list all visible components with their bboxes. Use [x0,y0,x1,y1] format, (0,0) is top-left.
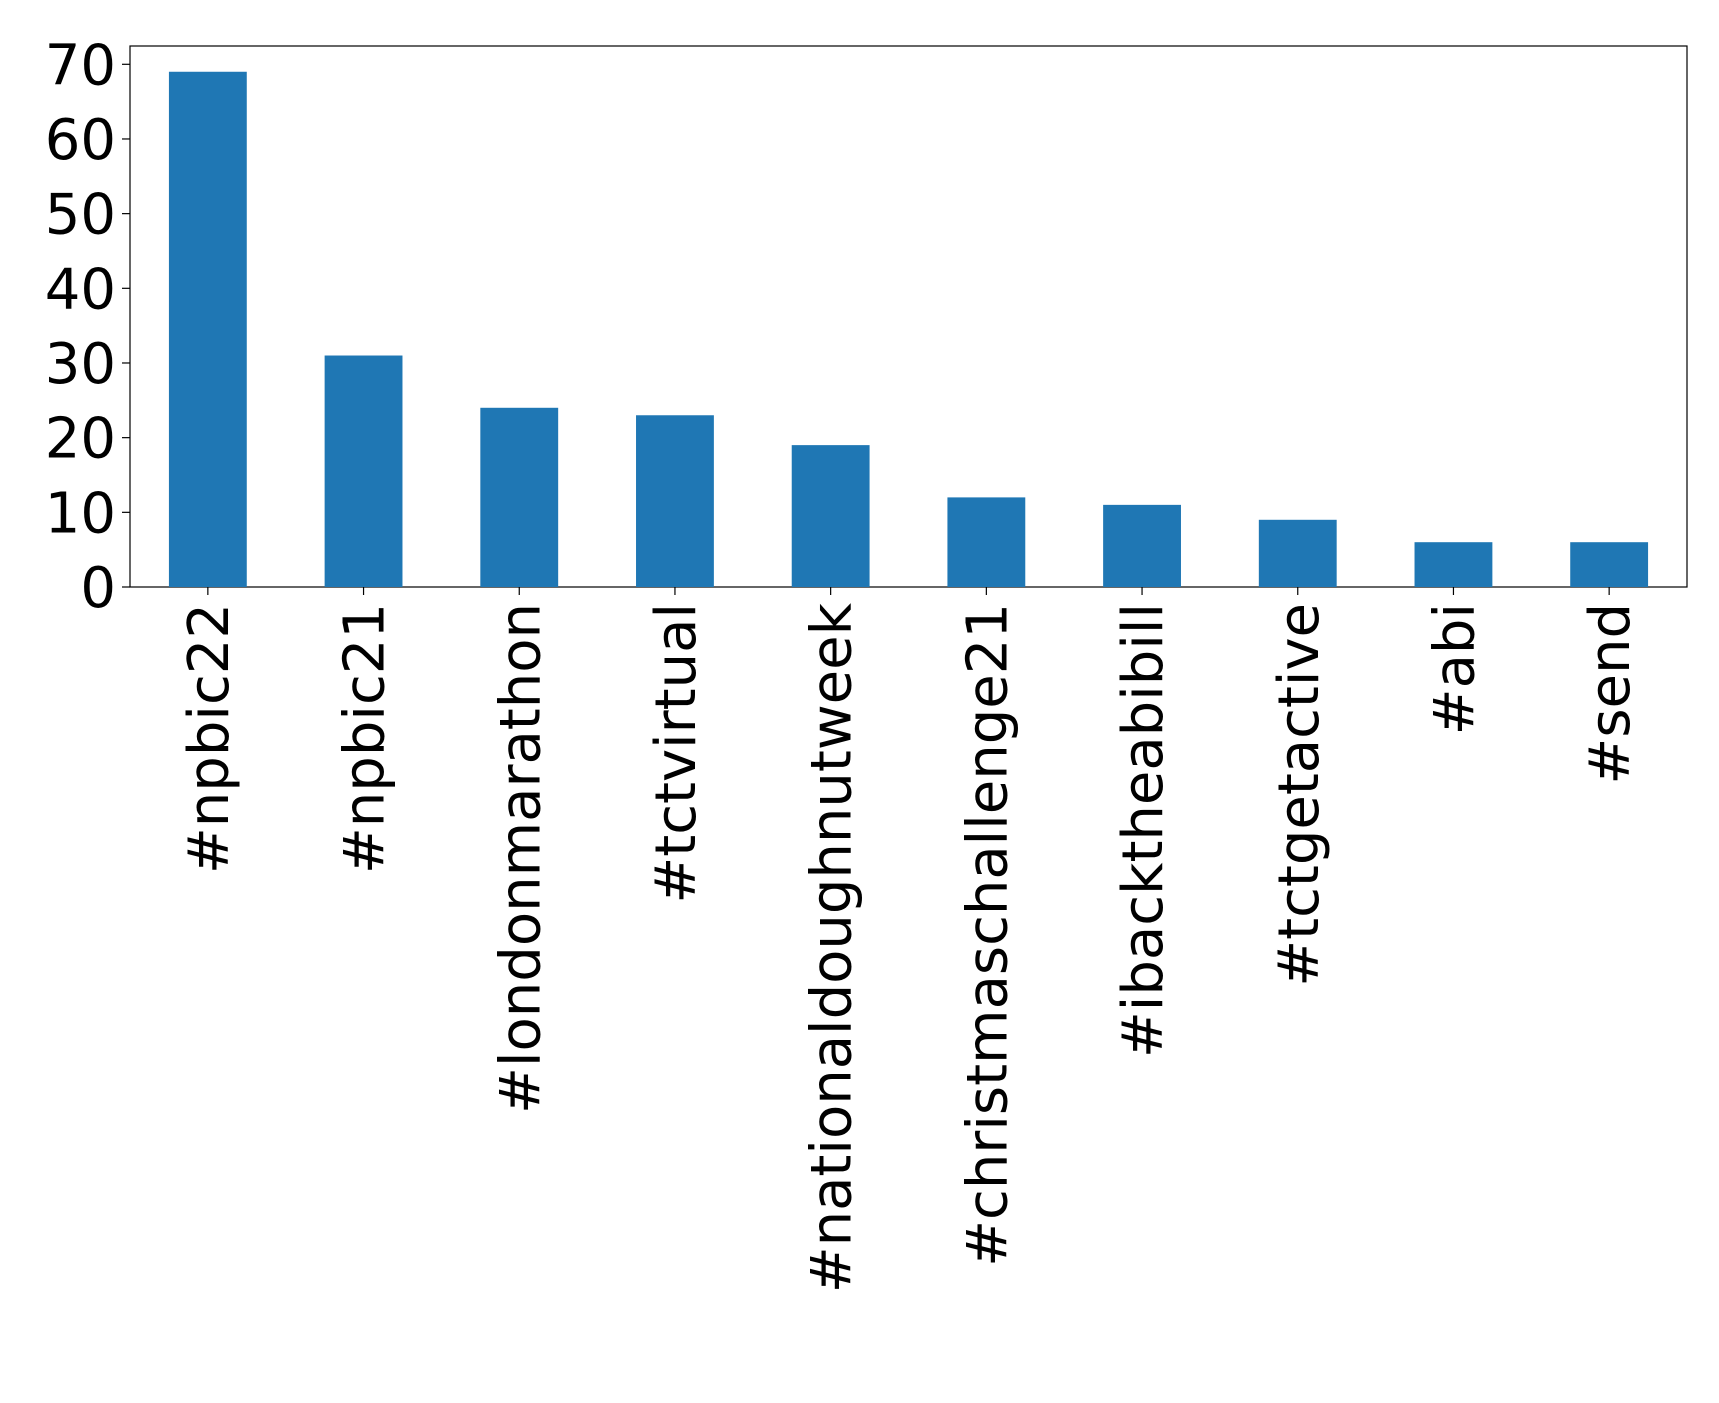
y-tick-label: 0 [80,556,116,621]
bar [1103,504,1181,587]
bar [636,415,714,587]
x-tick-label: #tctgetactive [1267,603,1332,987]
x-tick-label: #npbic22 [177,603,242,874]
y-tick-label: 10 [45,481,116,546]
y-tick-label: 50 [45,183,116,248]
bar [480,407,559,587]
x-tick-label: #npbic21 [333,603,398,874]
bar [791,445,870,587]
bar [1570,542,1649,587]
y-tick-label: 60 [45,108,116,173]
y-tick-label: 20 [45,407,116,472]
y-tick-label: 70 [45,33,116,98]
x-tick-label: #send [1578,603,1643,785]
x-tick-label: #nationaldoughnutweek [800,602,865,1293]
plot-frame [129,45,1688,588]
bar [168,71,247,587]
x-tick-label: #londonmarathon [488,603,553,1114]
bar [324,355,403,587]
y-tick-label: 40 [45,257,116,322]
bar [947,497,1026,587]
x-tick-label: #christmaschallenge21 [955,603,1020,1267]
y-tick-label: 30 [45,332,116,397]
x-tick-label: #tctvirtual [644,603,709,904]
bar [1414,542,1493,587]
x-tick-label: #ibacktheabibill [1111,603,1176,1058]
x-tick-label: #abi [1422,603,1487,735]
bar [1258,519,1337,587]
